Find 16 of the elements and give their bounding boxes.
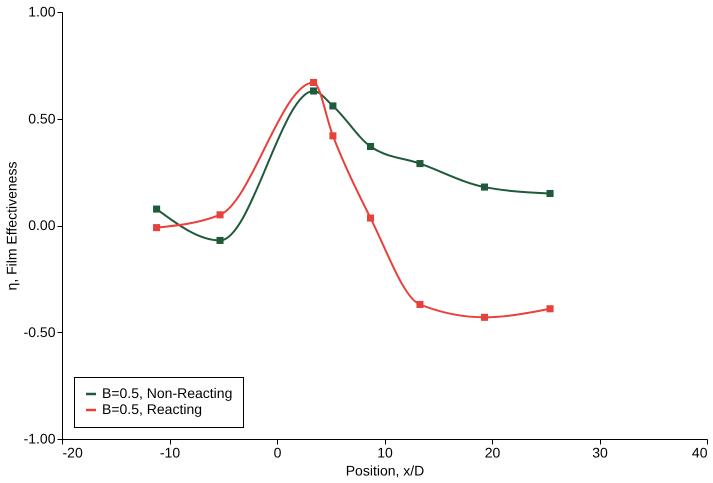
y-tick-label: 0.00 <box>28 217 56 233</box>
x-tick-label: -20 <box>62 444 83 460</box>
x-axis-title: Position, x/D <box>346 462 424 478</box>
y-tick-label: -1.00 <box>24 430 56 446</box>
legend-label: B=0.5, Non-Reacting <box>102 385 232 401</box>
x-tick-label: 20 <box>484 444 500 460</box>
x-tick-label: 10 <box>377 444 393 460</box>
y-tick-label: -0.50 <box>24 324 56 340</box>
x-tick-label: 30 <box>592 444 608 460</box>
x-tick-label: -10 <box>160 444 180 460</box>
x-tick-label: 0 <box>274 444 282 460</box>
x-tick-label: 40 <box>692 444 708 460</box>
y-tick-label: 0.50 <box>28 110 56 126</box>
y-tick-label: 1.00 <box>28 4 56 20</box>
y-axis-title: η, Film Effectiveness <box>4 162 20 290</box>
legend-label: B=0.5, Reacting <box>102 401 202 417</box>
